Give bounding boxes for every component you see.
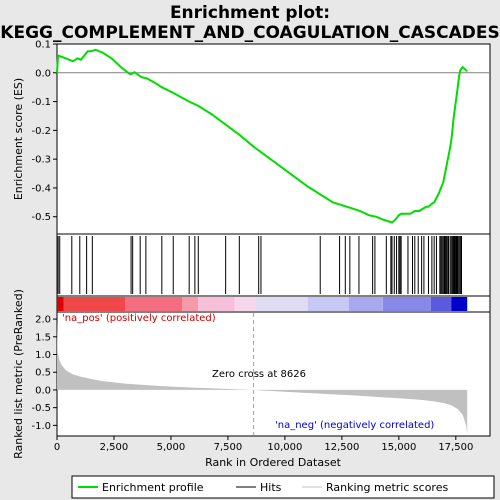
hits-panel-frame (56, 233, 491, 297)
xtick-label: 0 (54, 442, 60, 453)
metric-ytick-label: 1.0 (35, 350, 51, 361)
es-panel-frame (56, 43, 491, 235)
legend-box (71, 475, 495, 499)
chart-title-line2: KEGG_COMPLEMENT_AND_COAGULATION_CASCADES (0, 23, 499, 43)
es-ytick-label: 0.1 (35, 40, 51, 51)
hits-group (57, 236, 463, 294)
legend-label-metric: Ranking metric scores (326, 481, 448, 494)
metric-ytick-label: 1.5 (35, 332, 51, 343)
legend-label-hits: Hits (260, 481, 282, 494)
xtick-label: 5,000 (157, 442, 186, 453)
xtick-label: 12,500 (324, 442, 359, 453)
es-ytick-label: 0.0 (35, 68, 51, 79)
rank-bar-segment (348, 297, 383, 311)
x-axis-label: Rank in Ordered Dataset (205, 456, 342, 469)
metric-axis-label: Ranked list metric (PreRanked) (12, 289, 25, 459)
enrichment-profile-line (56, 48, 468, 224)
xtick-label: 15,000 (381, 442, 416, 453)
chart-title-line1: Enrichment plot: (170, 3, 330, 23)
metric-panel-frame (56, 311, 491, 437)
rank-bar-segment (63, 297, 126, 311)
metric-ytick-label: 2.0 (35, 315, 51, 326)
xtick-label: 10,000 (267, 442, 302, 453)
xtick-label: 17,500 (438, 442, 473, 453)
legend-label-enrichment: Enrichment profile (102, 481, 204, 494)
es-ytick-label: -0.1 (31, 97, 51, 108)
rank-bar-segment (451, 297, 468, 311)
metric-panel-ticks: 2.0 1.5 1.0 0.5 0.0 -0.5 -1.00 2,500 5,000 7,500 1… (31, 315, 473, 453)
rank-bar-segment (234, 297, 256, 311)
rank-color-bar (57, 297, 468, 311)
rank-bar-segment (307, 297, 349, 311)
rank-bar-segment (198, 297, 235, 311)
es-panel-ticks: 0.1 0.0 -0.1 -0.2 -0.3 -0.4 -0.5 (31, 40, 57, 223)
metric-ytick-label: -1.0 (31, 421, 51, 432)
metric-ytick-label: -0.5 (31, 403, 51, 414)
es-axis-label: Enrichment score (ES) (12, 78, 25, 200)
rank-bar-segment (125, 297, 183, 311)
zero-cross-label: Zero cross at 8626 (212, 369, 306, 380)
rank-bar-segment (255, 297, 308, 311)
es-ytick-label: -0.5 (31, 212, 51, 223)
es-ytick-label: -0.3 (31, 155, 51, 166)
rank-bar-segment (382, 297, 431, 311)
rank-bar-segment (182, 297, 199, 311)
metric-ytick-label: 0.5 (35, 368, 51, 379)
negative-correlation-label: 'na_neg' (negatively correlated) (275, 420, 434, 431)
es-ytick-label: -0.2 (31, 126, 51, 137)
xtick-label: 7,500 (214, 442, 243, 453)
rank-bar-segment (57, 297, 64, 311)
positive-correlation-label: 'na_pos' (positively correlated) (62, 313, 216, 324)
rank-bar-segment (430, 297, 452, 311)
es-ytick-label: -0.4 (31, 183, 51, 194)
xtick-label: 2,500 (100, 442, 129, 453)
metric-ytick-label: 0.0 (35, 385, 51, 396)
